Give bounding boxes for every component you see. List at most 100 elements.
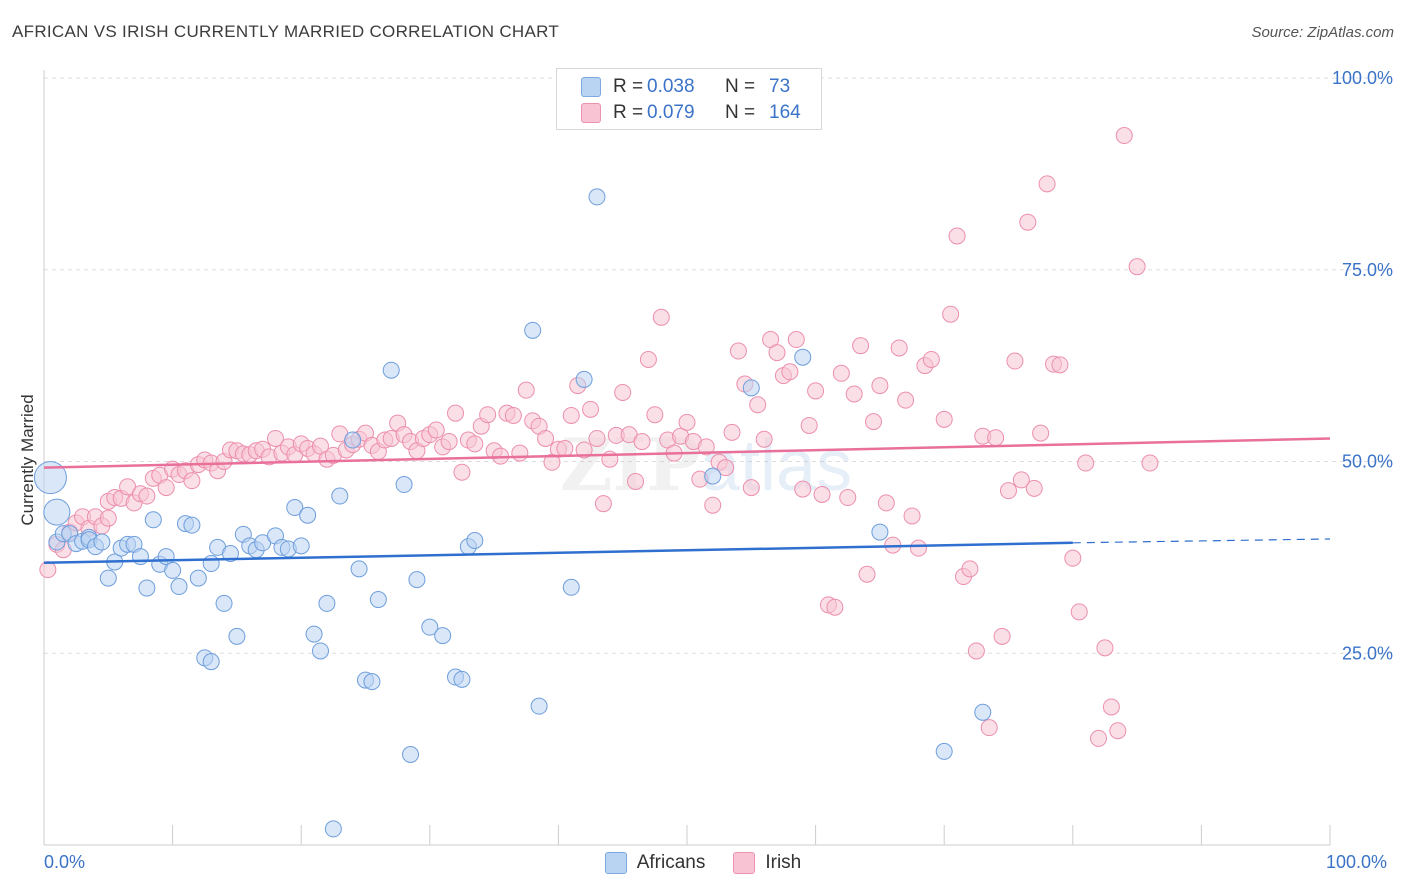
irish-point-90 bbox=[614, 383, 632, 401]
irish-trend-line bbox=[43, 437, 1331, 469]
irish-point-139 bbox=[935, 410, 953, 428]
african-point-64 bbox=[530, 697, 548, 715]
r-value: 0.038 bbox=[647, 76, 695, 97]
african-point-57 bbox=[421, 618, 439, 636]
irish-point-81 bbox=[556, 439, 574, 457]
irish-point-141 bbox=[948, 227, 966, 245]
n-value: 73 bbox=[769, 76, 791, 97]
irish-point-119 bbox=[800, 416, 818, 434]
african-point-44 bbox=[311, 642, 329, 660]
irish-point-155 bbox=[1038, 175, 1056, 193]
series-legend: Africans Irish bbox=[0, 852, 1406, 874]
irish-point-16 bbox=[138, 487, 156, 505]
irish-point-127 bbox=[852, 337, 870, 355]
african-point-30 bbox=[215, 594, 233, 612]
africans-legend-swatch bbox=[604, 852, 627, 874]
irish-point-161 bbox=[1090, 729, 1108, 747]
african-point-68 bbox=[704, 467, 722, 485]
african-point-10 bbox=[93, 533, 111, 551]
irish-point-124 bbox=[832, 364, 850, 382]
african-point-63 bbox=[524, 321, 542, 339]
irish-point-138 bbox=[922, 350, 940, 368]
irish-point-135 bbox=[903, 507, 921, 525]
irish-point-149 bbox=[1000, 482, 1017, 500]
african-point-55 bbox=[402, 745, 420, 763]
african-point-70 bbox=[794, 348, 812, 366]
africans-series bbox=[33, 188, 992, 838]
irish-point-86 bbox=[588, 429, 606, 447]
irish-point-107 bbox=[723, 423, 741, 441]
irish-point-159 bbox=[1070, 603, 1088, 621]
african-point-73 bbox=[974, 703, 992, 721]
african-point-24 bbox=[183, 516, 201, 534]
irish-point-117 bbox=[787, 331, 805, 349]
african-point-25 bbox=[189, 569, 207, 587]
african-point-47 bbox=[331, 487, 349, 505]
african-point-28 bbox=[202, 555, 220, 573]
trend-lines bbox=[43, 437, 1331, 564]
irish-swatch bbox=[581, 103, 601, 123]
legend-item-africans[interactable]: Africans bbox=[604, 852, 705, 874]
african-point-71 bbox=[871, 523, 889, 541]
african-point-45 bbox=[318, 594, 336, 612]
irish-point-63 bbox=[440, 433, 458, 451]
irish-point-94 bbox=[639, 350, 657, 368]
irish-series bbox=[39, 127, 1159, 747]
irish-point-150 bbox=[1006, 352, 1024, 370]
irish-point-160 bbox=[1077, 454, 1095, 472]
irish-point-154 bbox=[1032, 424, 1050, 442]
african-point-42 bbox=[299, 506, 317, 524]
irish-point-19 bbox=[157, 479, 175, 497]
african-point-32 bbox=[228, 627, 246, 645]
irish-point-144 bbox=[967, 642, 985, 660]
irish-point-146 bbox=[980, 719, 998, 737]
irish-point-64 bbox=[447, 404, 465, 422]
irish-point-106 bbox=[717, 459, 735, 477]
irish-point-23 bbox=[183, 472, 201, 490]
irish-point-126 bbox=[845, 385, 863, 403]
irish-point-96 bbox=[652, 308, 670, 326]
irish-point-158 bbox=[1064, 549, 1082, 567]
irish-point-78 bbox=[537, 429, 555, 447]
irish-point-164 bbox=[1109, 722, 1127, 740]
irish-point-133 bbox=[890, 339, 908, 357]
irish-point-136 bbox=[909, 539, 927, 557]
irish-point-162 bbox=[1096, 639, 1114, 657]
irish-point-73 bbox=[504, 406, 522, 424]
african-point-48 bbox=[344, 431, 362, 449]
irish-point-110 bbox=[742, 479, 760, 497]
n-label: N = bbox=[725, 76, 756, 97]
irish-point-82 bbox=[562, 406, 580, 424]
grid-lines bbox=[44, 77, 1392, 654]
african-point-40 bbox=[286, 499, 304, 517]
irish-point-165 bbox=[1115, 127, 1133, 145]
irish-point-167 bbox=[1141, 454, 1159, 472]
african-point-67 bbox=[588, 188, 606, 206]
chart-title: AFRICAN VS IRISH CURRENTLY MARRIED CORRE… bbox=[12, 22, 560, 41]
irish-point-36 bbox=[266, 429, 284, 447]
irish-point-152 bbox=[1019, 213, 1037, 231]
x-tick-label-max: 100.0% bbox=[1326, 852, 1388, 872]
irish-point-157 bbox=[1051, 356, 1069, 374]
y-tick-label-2: 75.0% bbox=[1342, 260, 1393, 280]
african-point-58 bbox=[434, 627, 452, 645]
x-tick-label-min: 0.0% bbox=[44, 852, 86, 872]
irish-point-163 bbox=[1102, 698, 1120, 716]
irish-legend-swatch bbox=[733, 852, 756, 874]
irish-point-69 bbox=[479, 406, 497, 424]
irish-point-131 bbox=[877, 494, 895, 512]
legend-item-irish[interactable]: Irish bbox=[733, 852, 801, 874]
irish-point-166 bbox=[1128, 258, 1146, 276]
african-point-17 bbox=[138, 579, 156, 597]
irish-point-153 bbox=[1025, 479, 1043, 497]
african-point-22 bbox=[170, 578, 188, 596]
y-tick-label-3: 100.0% bbox=[1332, 68, 1393, 88]
irish-point-85 bbox=[582, 400, 600, 418]
irish-point-87 bbox=[594, 495, 612, 513]
source-credit: Source: ZipAtlas.com bbox=[1251, 24, 1394, 41]
irish-point-118 bbox=[794, 480, 812, 498]
irish-point-116 bbox=[781, 363, 799, 381]
n-value: 164 bbox=[769, 102, 801, 123]
african-point-52 bbox=[369, 591, 387, 609]
